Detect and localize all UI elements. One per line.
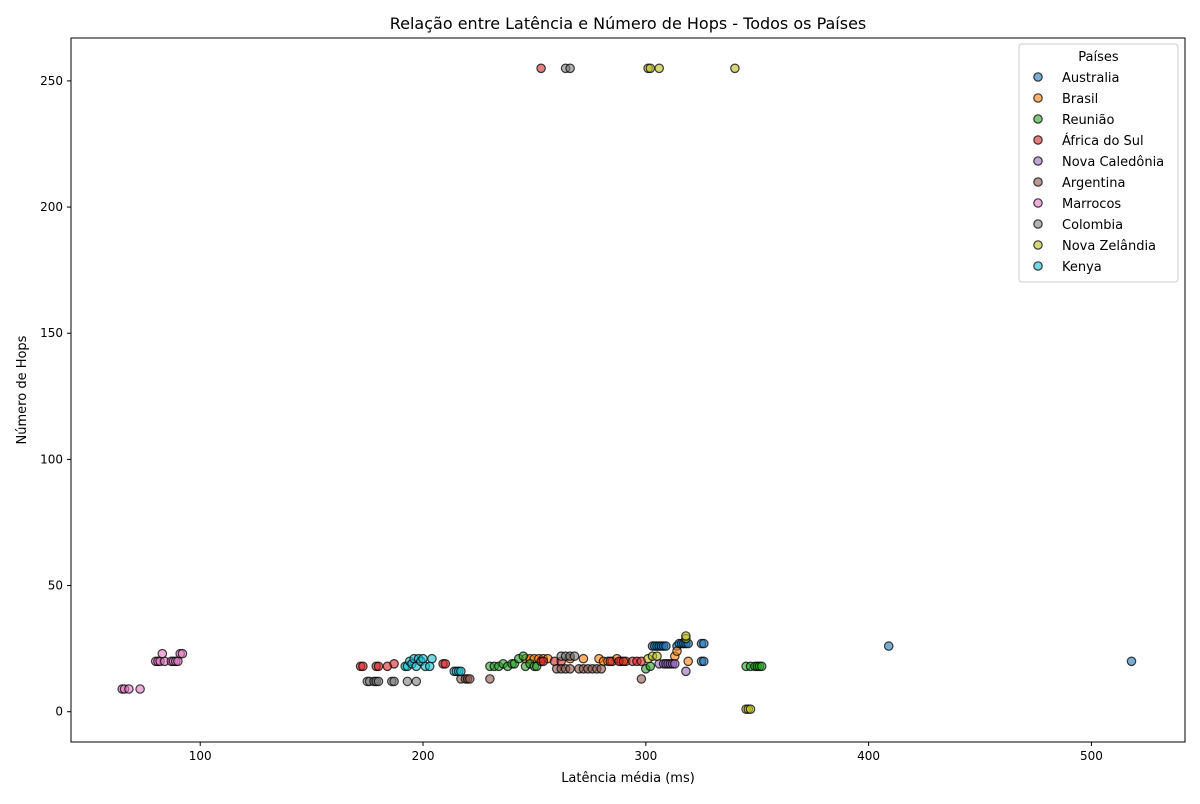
x-tick-label-4: 400 [857, 749, 880, 763]
y-axis-label: Número de Hops [15, 335, 30, 444]
point-4-19 [536, 63, 546, 74]
series-9 [643, 63, 756, 714]
legend-label-6: Argentina [1062, 176, 1125, 191]
x-tick-label-2: 200 [412, 749, 435, 763]
legend-box [1018, 43, 1179, 283]
legend-marker-2 [1033, 93, 1043, 103]
point-5-7 [669, 658, 680, 669]
y-tick-label-6: 250 [40, 74, 63, 88]
point-4-10 [538, 656, 549, 667]
legend-marker-9 [1033, 240, 1043, 250]
point-9-3 [652, 651, 662, 661]
legend-label-5: Nova Caledônia [1062, 155, 1164, 170]
legend-label-3: Reunião [1062, 113, 1115, 128]
legend-marker-4 [1033, 135, 1043, 145]
axes-frame [70, 37, 1186, 743]
point-10-16 [456, 666, 466, 677]
point-8-7 [389, 676, 399, 687]
point-2-8 [578, 653, 589, 664]
point-5-8 [681, 666, 691, 677]
point-8-5 [373, 676, 384, 687]
series-5 [654, 658, 691, 677]
point-1-17 [698, 656, 709, 667]
point-3-9 [518, 651, 529, 661]
point-9-7 [730, 63, 740, 74]
legend-marker-6 [1033, 177, 1043, 187]
series-7 [117, 648, 188, 694]
legend-label-2: Brasil [1062, 92, 1098, 107]
y-tick-label-4: 150 [40, 326, 63, 340]
x-axis-label: Latência média (ms) [561, 771, 695, 786]
point-1-19 [1126, 656, 1137, 667]
y-tick-label-3: 100 [40, 452, 63, 466]
point-6-16 [636, 674, 647, 684]
point-9-12 [745, 704, 756, 714]
point-6-9 [565, 663, 575, 674]
point-9-6 [654, 63, 664, 74]
point-7-3 [124, 684, 134, 694]
series-1 [647, 638, 1137, 667]
legend-label-7: Marrocos [1062, 197, 1121, 212]
series-4 [355, 63, 647, 672]
legend-marker-3 [1033, 114, 1043, 124]
point-4-15 [618, 656, 629, 667]
legend-marker-10 [1033, 261, 1043, 271]
point-10-12 [427, 653, 437, 664]
legend-label-8: Colombia [1062, 218, 1123, 233]
chart-title: Relação entre Latência e Número de Hops … [390, 14, 867, 33]
x-tick-label-5: 500 [1080, 749, 1103, 763]
point-4-6 [389, 658, 399, 669]
legend-marker-8 [1033, 219, 1043, 229]
plot-area: 100 200 300 400 500 0 50 100 150 200 250 [40, 37, 1186, 763]
legend: Países Australia Brasil Reunião África do Su… [1018, 43, 1179, 283]
legend-marker-1 [1033, 72, 1043, 82]
point-7-9 [157, 648, 168, 659]
series-10 [400, 653, 466, 677]
point-6-15 [596, 663, 607, 674]
point-6-5 [485, 674, 495, 684]
legend-marker-7 [1033, 198, 1043, 208]
point-8-8 [402, 676, 413, 687]
point-1-18 [883, 641, 894, 651]
series-6 [456, 663, 647, 684]
x-tick-label-3: 300 [634, 749, 657, 763]
point-2-17 [672, 646, 682, 656]
point-1-15 [698, 638, 709, 649]
y-tick-label-5: 200 [40, 200, 63, 214]
point-4-8 [440, 658, 451, 669]
point-1-7 [661, 641, 671, 651]
legend-marker-5 [1033, 156, 1043, 166]
point-7-15 [177, 648, 188, 659]
point-4-2 [358, 661, 368, 672]
point-9-5 [645, 63, 656, 74]
point-4-13 [605, 656, 615, 667]
x-tick-label-1: 100 [189, 749, 212, 763]
point-8-15 [565, 63, 575, 74]
y-tick-label-1: 0 [55, 705, 63, 719]
legend-label-4: África do Sul [1062, 133, 1144, 149]
series-3 [485, 651, 767, 674]
point-3-21 [756, 661, 767, 672]
legend-label-10: Kenya [1062, 260, 1102, 275]
point-2-18 [683, 656, 693, 667]
legend-label-9: Nova Zelândia [1062, 239, 1156, 254]
legend-label-1: Australia [1062, 71, 1120, 86]
point-4-4 [373, 661, 384, 672]
point-7-4 [135, 684, 145, 694]
point-8-13 [569, 651, 580, 661]
series-8 [362, 63, 580, 687]
point-9-9 [681, 631, 691, 641]
point-6-4 [464, 674, 475, 684]
legend-title: Países [1078, 50, 1119, 65]
y-tick-label-2: 50 [48, 579, 63, 593]
point-8-9 [411, 676, 422, 687]
